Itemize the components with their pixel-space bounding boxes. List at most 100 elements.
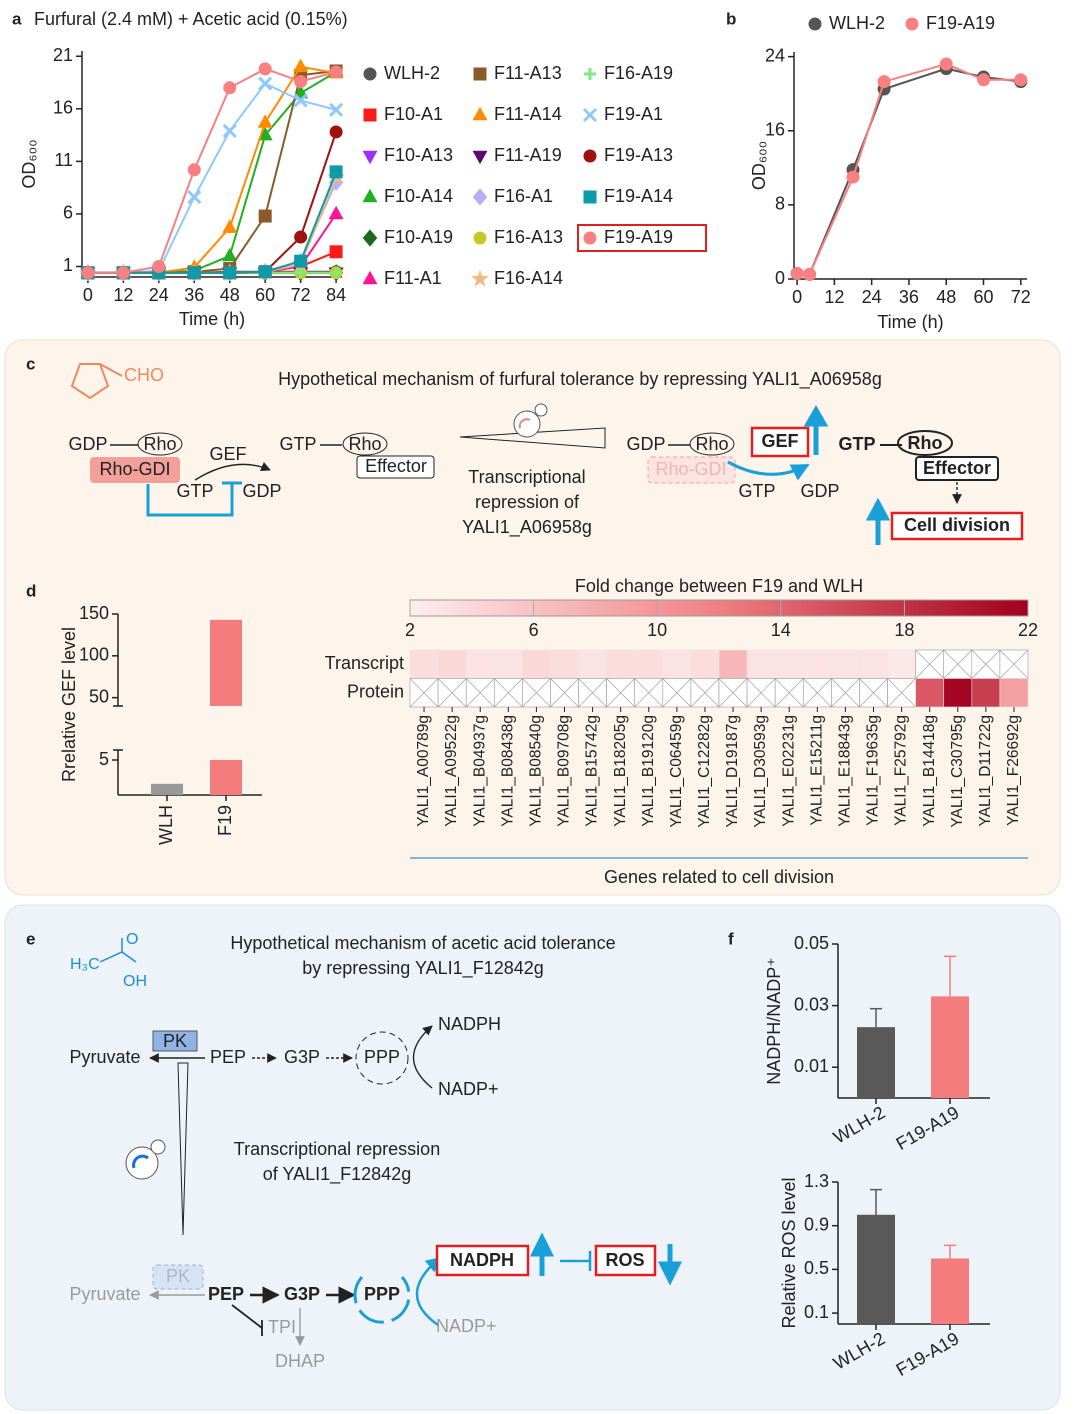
marker bbox=[187, 190, 202, 205]
legend-marker bbox=[362, 188, 378, 203]
cell bbox=[465, 649, 495, 679]
x-tick-label: YALI1_B19120g bbox=[640, 715, 657, 827]
metabolite: PEP bbox=[208, 1284, 244, 1304]
legend-marker bbox=[363, 108, 377, 122]
bar bbox=[151, 783, 183, 795]
panel-ef-background bbox=[4, 904, 1061, 1411]
marker bbox=[329, 165, 343, 179]
cell bbox=[887, 649, 916, 679]
series-line bbox=[797, 67, 1021, 276]
x-tick-label: YALI1_F26692g bbox=[1005, 715, 1022, 826]
y-tick-label: 16 bbox=[765, 120, 785, 140]
legend-marker bbox=[472, 150, 488, 165]
na-cross bbox=[971, 649, 1001, 679]
na-cross bbox=[999, 649, 1029, 679]
na-cross bbox=[494, 678, 523, 708]
marker bbox=[258, 76, 273, 91]
marker bbox=[187, 266, 201, 280]
y-axis-label: OD₆₀₀ bbox=[749, 141, 769, 190]
legend-label: F11-A13 bbox=[494, 63, 562, 83]
protein: GEF bbox=[761, 431, 798, 451]
x-tick-label: 24 bbox=[862, 287, 882, 307]
plasmid bbox=[518, 418, 531, 429]
marker bbox=[939, 57, 953, 71]
arrow bbox=[194, 462, 271, 481]
metabolite: Pyruvate bbox=[69, 1284, 140, 1304]
x-tick-label: YALI1_B08540g bbox=[528, 715, 545, 827]
ppp-cycle bbox=[355, 1031, 409, 1085]
series-line bbox=[87, 82, 337, 274]
x-tick-label: YALI1_B04937g bbox=[471, 715, 488, 827]
protein: Rho bbox=[143, 434, 176, 454]
panel-label: b bbox=[726, 9, 736, 28]
x-tick-label: 48 bbox=[936, 287, 956, 307]
molecule: GTP bbox=[838, 434, 875, 454]
x-axis-label: Time (h) bbox=[179, 309, 245, 329]
cell bbox=[493, 649, 523, 679]
cell bbox=[831, 649, 860, 679]
cell-icon bbox=[513, 410, 541, 438]
marker bbox=[257, 114, 273, 128]
repression-text: repression of bbox=[475, 492, 580, 512]
na-cross bbox=[746, 678, 776, 708]
y-tick-label: 8 bbox=[775, 194, 785, 214]
legend-marker bbox=[905, 17, 919, 31]
marker bbox=[81, 266, 95, 280]
x-tick-label: YALI1_A00789g bbox=[415, 715, 432, 827]
na-cross bbox=[522, 678, 551, 708]
metabolite: ROS bbox=[605, 1250, 644, 1270]
legend-label: F16-A19 bbox=[604, 63, 673, 83]
na-cross bbox=[662, 678, 692, 708]
marker bbox=[846, 170, 860, 184]
cell bbox=[578, 649, 607, 679]
x-tick-label: YALI1_B15742g bbox=[584, 715, 601, 827]
cell bbox=[915, 678, 945, 708]
marker bbox=[222, 219, 238, 233]
bar bbox=[931, 1258, 969, 1324]
bar bbox=[931, 996, 969, 1098]
row-label: Protein bbox=[347, 682, 404, 702]
protein: GEF bbox=[209, 444, 246, 464]
x-tick-label: YALI1_D30593g bbox=[752, 715, 769, 828]
protein: Rho-GDI bbox=[655, 459, 726, 479]
y-tick-label: 100 bbox=[79, 645, 109, 665]
diagram-title: by repressing YALI1_F12842g bbox=[302, 958, 544, 979]
rho-gdi-box bbox=[647, 456, 736, 484]
cell bbox=[746, 649, 776, 679]
cofactor: NADPH bbox=[438, 1014, 501, 1034]
marker bbox=[293, 93, 308, 108]
protein: Rho bbox=[908, 433, 943, 453]
x-tick-label: WLH bbox=[156, 805, 176, 845]
na-cross bbox=[915, 649, 944, 679]
highlight-box bbox=[435, 1244, 530, 1277]
x-tick-label: 24 bbox=[149, 285, 169, 305]
y-tick-label: 11 bbox=[54, 150, 73, 170]
legend-label: F16-A14 bbox=[494, 268, 563, 288]
x-tick-label: 84 bbox=[326, 285, 346, 305]
x-tick-label: YALI1_D11722g bbox=[977, 715, 994, 826]
rho-ellipse bbox=[137, 432, 183, 456]
inhibition bbox=[231, 1304, 263, 1336]
legend-marker bbox=[362, 150, 378, 165]
highlight-box bbox=[890, 511, 1024, 541]
process: Cell division bbox=[904, 515, 1010, 535]
cell bbox=[859, 649, 888, 679]
colorbar-tick-label: 6 bbox=[529, 620, 539, 640]
protein: Rho bbox=[695, 434, 728, 454]
substrate: H₃C bbox=[70, 956, 100, 973]
bar bbox=[210, 760, 242, 795]
legend-label: F19-A19 bbox=[926, 13, 995, 33]
highlight-box bbox=[594, 1244, 657, 1277]
y-tick-label: 0.05 bbox=[794, 933, 829, 953]
protein: Effector bbox=[923, 458, 991, 478]
diagram-c: CHO Hypothetical mechanism of furfural t… bbox=[68, 363, 1024, 545]
y-tick-label: 21 bbox=[53, 45, 73, 65]
rho-ellipse bbox=[897, 430, 953, 456]
colorbar-tick-label: 10 bbox=[647, 620, 667, 640]
enzyme-box bbox=[152, 1264, 204, 1290]
na-cross bbox=[831, 678, 860, 708]
marker bbox=[328, 205, 344, 220]
cell bbox=[437, 649, 467, 679]
panel-label: c bbox=[26, 354, 35, 373]
arrow bbox=[412, 1025, 433, 1089]
